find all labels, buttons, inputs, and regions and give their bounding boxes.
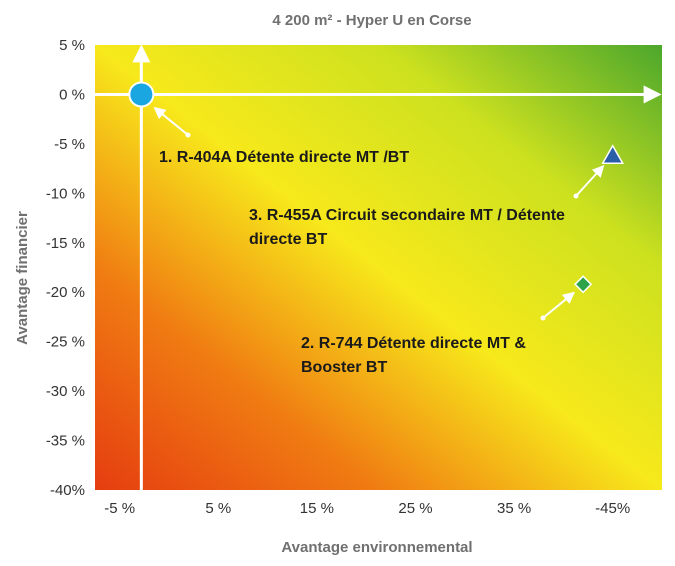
chart-title: 4 200 m² - Hyper U en Corse — [272, 12, 471, 29]
annotation-arrow — [542, 291, 575, 319]
annotation-line: 2. R-744 Détente directe MT & — [301, 335, 526, 352]
y-tick-label: -15 % — [46, 235, 85, 252]
annotation-r744: 2. R-744 Détente directe MT & Booster BT — [301, 335, 526, 376]
x-tick-label: 25 % — [398, 500, 432, 517]
y-tick-label: -35 % — [46, 433, 85, 450]
x-tick-label: -45% — [595, 500, 630, 517]
data-markers — [128, 81, 624, 294]
y-axis-ticks: 5 % 0 % -5 % -10 % -15 % -20 % -25 % -30 % -35 %… — [46, 37, 85, 499]
axes — [95, 44, 662, 490]
y-tick-label: -5 % — [54, 136, 85, 153]
y-tick-label: -10 % — [46, 185, 85, 202]
y-axis-label: Avantage financier — [14, 211, 31, 345]
y-tick-label: -40% — [50, 482, 85, 499]
annotation-arrow-tail — [540, 315, 546, 321]
x-axis-ticks: -5 % 5 % 15 % 25 % 35 % -45% — [104, 500, 630, 517]
y-tick-label: 0 % — [59, 86, 85, 103]
annotation-r455a: 3. R-455A Circuit secondaire MT / Détent… — [249, 207, 565, 248]
annotation-arrow-tail — [573, 193, 579, 199]
x-tick-label: 15 % — [300, 500, 334, 517]
annotation-arrow — [153, 106, 189, 136]
annotation-r404a: 1. R-404A Détente directe MT /BT — [159, 149, 409, 166]
marker-r744 — [574, 275, 593, 294]
marker-r455a — [601, 144, 624, 165]
plot-area-background — [95, 45, 662, 490]
y-tick-label: 5 % — [59, 37, 85, 54]
y-tick-label: -20 % — [46, 284, 85, 301]
annotation-line: directe BT — [249, 231, 327, 248]
annotation-arrow — [575, 164, 605, 197]
x-tick-label: 5 % — [205, 500, 231, 517]
x-tick-label: -5 % — [104, 500, 135, 517]
marker-r404a — [128, 81, 155, 108]
annotation-arrow-tail — [185, 132, 191, 138]
annotations: 1. R-404A Détente directe MT /BT 2. R-744… — [159, 149, 565, 376]
annotation-line: 3. R-455A Circuit secondaire MT / Détent… — [249, 207, 565, 224]
annotation-line: Booster BT — [301, 359, 387, 376]
y-tick-label: -25 % — [46, 334, 85, 351]
x-tick-label: 35 % — [497, 500, 531, 517]
annotation-connectors — [153, 106, 605, 321]
annotation-line: 1. R-404A Détente directe MT /BT — [159, 149, 409, 166]
x-axis-label: Avantage environnemental — [281, 539, 472, 556]
y-tick-label: -30 % — [46, 383, 85, 400]
